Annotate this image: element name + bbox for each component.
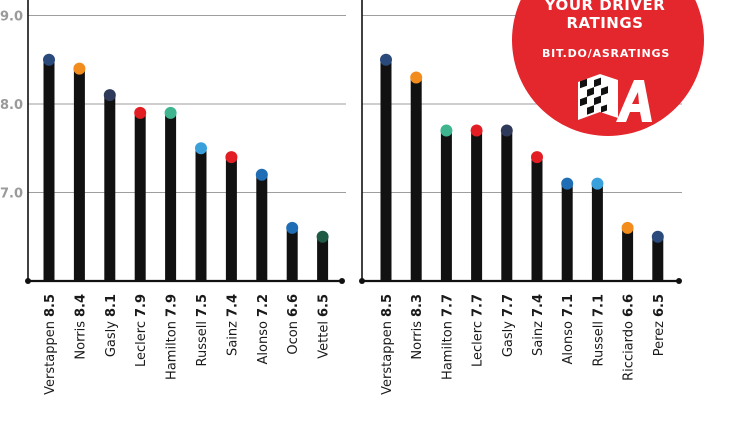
x-tick-label: Russell 7.1 bbox=[591, 294, 606, 367]
team-color-dot bbox=[531, 151, 543, 164]
team-color-dot bbox=[43, 53, 55, 66]
driver-name: Gasly bbox=[501, 321, 516, 357]
y-tick-label: 8.0 bbox=[0, 98, 23, 113]
x-tick-label: Hamilton 7.9 bbox=[165, 294, 180, 380]
rating-value: 7.7 bbox=[471, 294, 486, 317]
team-color-dot bbox=[440, 124, 453, 137]
team-color-dot bbox=[195, 142, 207, 155]
rating-value: 6.5 bbox=[317, 294, 332, 317]
driver-name: Russell bbox=[195, 321, 210, 366]
team-color-dot bbox=[164, 106, 177, 119]
y-tick-label: 7.0 bbox=[0, 187, 23, 202]
x-tick-label: Verstappen 8.5 bbox=[43, 294, 58, 395]
axis-end-dot bbox=[339, 278, 345, 284]
badge-title-line2: RATINGS bbox=[567, 14, 644, 32]
driver-name: Hamilton bbox=[440, 321, 455, 380]
rating-value: 8.1 bbox=[104, 294, 119, 317]
rating-value: 6.5 bbox=[652, 294, 667, 317]
driver-name: Norris bbox=[73, 321, 88, 360]
x-tick-label: Norris 8.3 bbox=[410, 294, 425, 360]
team-color-dot bbox=[286, 221, 299, 234]
driver-name: Alonso bbox=[256, 321, 271, 364]
rating-value: 7.9 bbox=[165, 294, 180, 317]
x-tick-label: Hamilton 7.7 bbox=[440, 294, 455, 380]
x-tick-label: Leclerc 7.7 bbox=[471, 294, 486, 367]
driver-name: Russell bbox=[591, 321, 606, 366]
axis-end-dot bbox=[25, 278, 31, 284]
rating-value: 7.1 bbox=[591, 294, 606, 317]
team-color-dot bbox=[621, 221, 634, 234]
x-tick-label: Ricciardo 6.6 bbox=[622, 294, 637, 381]
x-tick-label: Gasly 8.1 bbox=[104, 294, 119, 357]
driver-name: Vettel bbox=[317, 321, 332, 359]
rating-value: 6.6 bbox=[286, 294, 301, 317]
team-color-dot bbox=[561, 177, 574, 190]
x-tick-label: Norris 8.4 bbox=[73, 294, 88, 360]
team-color-dot bbox=[255, 168, 268, 181]
driver-name: Ricciardo bbox=[622, 321, 637, 381]
x-tick-label: Vettel 6.5 bbox=[317, 294, 332, 359]
team-color-dot bbox=[134, 106, 147, 119]
driver-name: Hamilton bbox=[165, 321, 180, 380]
driver-name: Verstappen bbox=[380, 321, 395, 395]
rating-value: 8.3 bbox=[410, 294, 425, 317]
badge-circle bbox=[512, 0, 704, 136]
team-color-dot bbox=[316, 230, 329, 243]
team-color-dot bbox=[470, 124, 483, 137]
rating-value: 7.4 bbox=[531, 294, 546, 317]
driver-name: Ocon bbox=[286, 321, 301, 355]
right-ratings-chart: Verstappen8.5Norris8.3Hamilton7.7Leclerc… bbox=[359, 0, 682, 395]
rating-value: 8.4 bbox=[73, 294, 88, 317]
x-tick-label: Russell 7.5 bbox=[195, 294, 210, 367]
left-ratings-chart: 9.0 8.0 7.0 Verstappen 8.5 Norris 8.4 Gasly 8.1 L… bbox=[0, 0, 346, 395]
rating-value: 7.9 bbox=[134, 294, 149, 317]
rating-value: 7.7 bbox=[501, 294, 516, 317]
rating-value: 8.5 bbox=[43, 294, 58, 317]
team-color-dot bbox=[225, 151, 238, 164]
y-tick-label: 9.0 bbox=[0, 10, 23, 25]
rating-value: 7.7 bbox=[440, 294, 455, 317]
driver-name: Sainz bbox=[225, 321, 240, 356]
x-tick-label: Sainz 7.4 bbox=[225, 294, 240, 356]
driver-ratings-badge[interactable]: YOUR DRIVER RATINGS BIT.DO/ASRATINGS bbox=[512, 0, 704, 136]
rating-value: 6.6 bbox=[622, 294, 637, 317]
rating-value: 7.1 bbox=[561, 294, 576, 317]
team-color-dot bbox=[651, 230, 664, 243]
rating-value: 7.5 bbox=[195, 294, 210, 317]
axis-end-dot bbox=[359, 278, 365, 284]
x-tick-label: Ocon 6.6 bbox=[286, 294, 301, 355]
driver-name: Gasly bbox=[104, 321, 119, 357]
driver-name: Alonso bbox=[561, 321, 576, 364]
team-color-dot bbox=[591, 177, 604, 190]
driver-name: Verstappen bbox=[43, 321, 58, 395]
rating-value: 8.5 bbox=[380, 294, 395, 317]
driver-name: Norris bbox=[410, 321, 425, 360]
x-tick-label: Alonso 7.2 bbox=[256, 294, 271, 364]
checkered-flag-logo-icon bbox=[578, 74, 652, 122]
badge-title-line1: YOUR DRIVER bbox=[544, 0, 666, 14]
driver-name: Leclerc bbox=[134, 321, 149, 367]
badge-url[interactable]: BIT.DO/ASRATINGS bbox=[542, 47, 670, 60]
x-tick-label: Sainz 7.4 bbox=[531, 294, 546, 356]
driver-name: Sainz bbox=[531, 321, 546, 356]
team-color-dot bbox=[380, 53, 392, 66]
driver-name: Leclerc bbox=[471, 321, 486, 367]
x-tick-label: Leclerc 7.9 bbox=[134, 294, 149, 367]
x-tick-label: Perez 6.5 bbox=[652, 294, 667, 356]
driver-name: Perez bbox=[652, 321, 667, 356]
axis-end-dot bbox=[676, 278, 682, 284]
rating-value: 7.4 bbox=[225, 294, 240, 317]
x-tick-label: Verstappen 8.5 bbox=[380, 294, 395, 395]
rating-value: 7.2 bbox=[256, 294, 271, 317]
team-color-dot bbox=[410, 71, 423, 84]
team-color-dot bbox=[500, 124, 513, 137]
team-color-dot bbox=[73, 62, 86, 75]
team-color-dot bbox=[103, 89, 116, 102]
x-tick-label: Alonso 7.1 bbox=[561, 294, 576, 364]
x-tick-label: Gasly 7.7 bbox=[501, 294, 516, 357]
